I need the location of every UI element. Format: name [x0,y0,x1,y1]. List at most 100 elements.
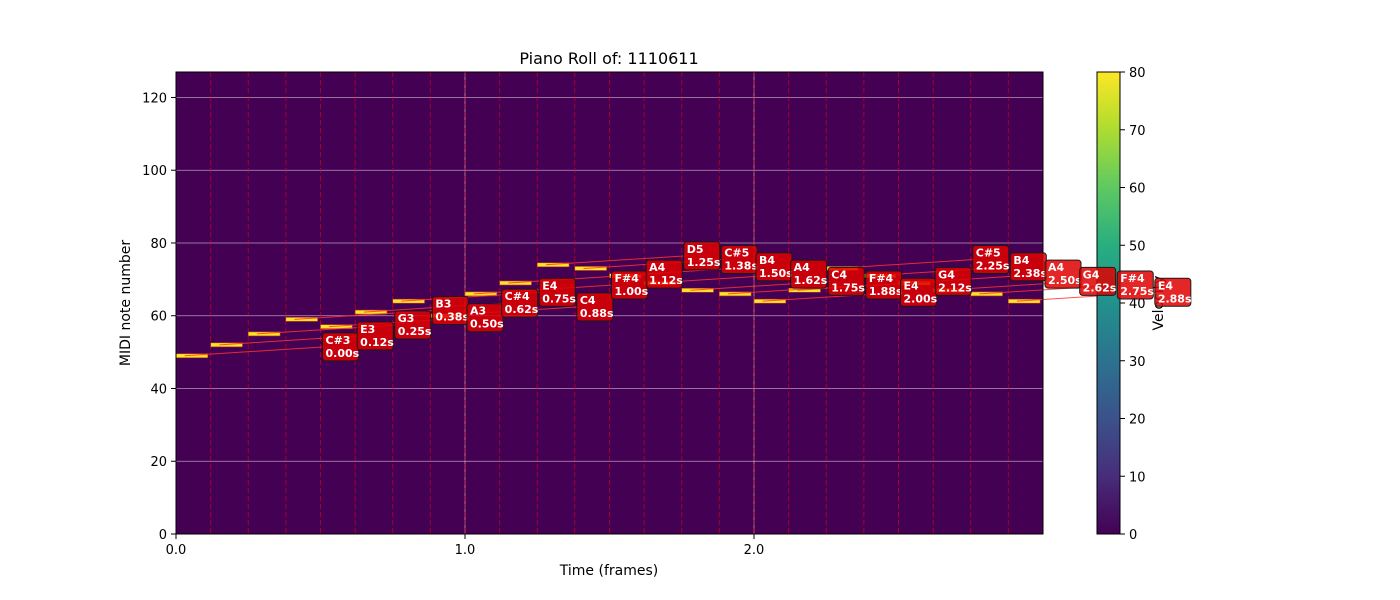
note-annotation: B42.38s [1009,252,1047,282]
annotation-box [790,259,828,289]
y-tick-label: 60 [150,310,167,325]
note-annotation: E30.12s [356,321,394,351]
annotation-time: 1.38s [724,260,758,273]
annotation-note-name: F#4 [1120,272,1145,285]
annotation-note-name: C#5 [724,247,749,260]
note-annotation: G42.12s [934,266,972,296]
note-annotation: A41.12s [645,259,683,289]
annotation-box [501,288,539,318]
annotation-box [576,292,614,322]
note-annotation: E42.00s [900,277,938,307]
x-axis-label: Time (frames) [559,563,658,579]
annotation-note-name: A3 [470,305,486,318]
x-axis: 0.0 1.0 2.0 [166,534,765,558]
annotation-note-name: B4 [759,254,775,267]
annotation-note-name: A4 [649,261,666,274]
annotation-time: 2.25s [976,260,1010,273]
annotation-time: 0.62s [505,303,539,316]
colorbar-tick-label: 40 [1129,297,1146,312]
colorbar-tick-label: 50 [1129,239,1146,254]
annotation-note-name: C4 [831,268,847,281]
annotation-time: 2.38s [1013,267,1047,280]
note-annotation: C#51.38s [720,245,758,275]
note-annotation: G42.62s [1079,266,1117,296]
annotation-note-name: B4 [1013,254,1029,267]
annotation-time: 1.88s [869,285,903,298]
annotation-box [356,321,394,351]
annotation-note-name: C4 [580,294,596,307]
annotation-note-name: G3 [398,312,415,325]
annotation-box [972,245,1010,275]
annotation-box [1154,277,1192,307]
y-axis-label: MIDI note number [118,240,134,366]
y-tick-label: 40 [150,382,167,397]
annotation-time: 1.62s [794,274,828,287]
plot-frame [175,71,1044,535]
x-tick-label: 2.0 [744,543,765,558]
colorbar-tick-label: 0 [1129,528,1137,543]
plot-area [175,71,1157,535]
annotation-time: 0.00s [326,347,360,360]
chart-title: Piano Roll of: 1110611 [519,49,698,68]
annotation-box [1079,266,1117,296]
annotation-time: 2.88s [1158,292,1192,305]
annotation-note-name: B3 [435,297,451,310]
note-annotation: F#42.75s [1116,270,1154,300]
x-tick-label: 0.0 [166,543,187,558]
annotation-time: 0.25s [398,325,432,338]
note-annotation: D51.25s [683,241,721,271]
annotation-box [538,277,576,307]
annotation-time: 0.38s [435,310,469,323]
y-tick-label: 80 [150,237,167,252]
colorbar-tick-label: 20 [1129,413,1146,428]
annotation-time: 1.50s [759,267,793,280]
y-tick-label: 120 [142,91,167,106]
annotation-note-name: E3 [360,323,375,336]
annotation-box [394,310,432,340]
note-annotation: A42.50s [1044,259,1082,289]
annotation-note-name: E4 [1158,279,1174,292]
annotation-time: 1.12s [649,274,683,287]
annotation-time: 1.75s [831,281,865,294]
beat-lines [175,72,1009,534]
note-annotation: A41.62s [790,259,828,289]
annotation-time: 2.75s [1120,285,1154,298]
colorbar-gradient [1096,71,1121,535]
annotation-note-name: D5 [687,243,704,256]
annotation-leader [184,346,325,357]
annotation-note-name: G4 [1083,268,1100,281]
note-annotation: C40.88s [576,292,614,322]
annotation-box [466,303,504,333]
y-tick-label: 20 [150,455,167,470]
annotation-note-name: C#4 [505,290,530,303]
colorbar-tick-label: 80 [1129,66,1146,81]
y-axis: 0 20 40 60 80 100 120 [142,91,176,543]
annotation-note-name: E4 [904,279,920,292]
annotation-time: 1.25s [687,256,721,269]
note-annotation: B41.50s [755,252,793,282]
annotation-note-name: G4 [938,268,955,281]
colorbar-ticks: 0 10 20 30 40 50 60 70 80 [1120,66,1146,543]
note-annotation: C#40.62s [501,288,539,318]
annotation-time: 2.62s [1083,281,1117,294]
y-tick-label: 0 [159,528,167,543]
annotation-box [1116,270,1154,300]
colorbar-tick-label: 10 [1129,470,1146,485]
note-annotation: B30.38s [431,295,469,325]
colorbar-tick-label: 30 [1129,355,1146,370]
note-annotation: G30.25s [394,310,432,340]
annotation-time: 2.12s [938,281,972,294]
annotation-box [827,266,865,296]
annotation-box [934,266,972,296]
annotation-note-name: A4 [1048,261,1065,274]
note-annotation: F#41.00s [611,270,649,300]
annotation-note-name: C#5 [976,247,1001,260]
annotation-note-name: F#4 [869,272,894,285]
annotation-note-name: F#4 [615,272,640,285]
colorbar-tick-label: 60 [1129,182,1146,197]
note-annotation: E40.75s [538,277,576,307]
annotation-time: 2.00s [904,292,938,305]
annotation-time: 1.00s [615,285,649,298]
